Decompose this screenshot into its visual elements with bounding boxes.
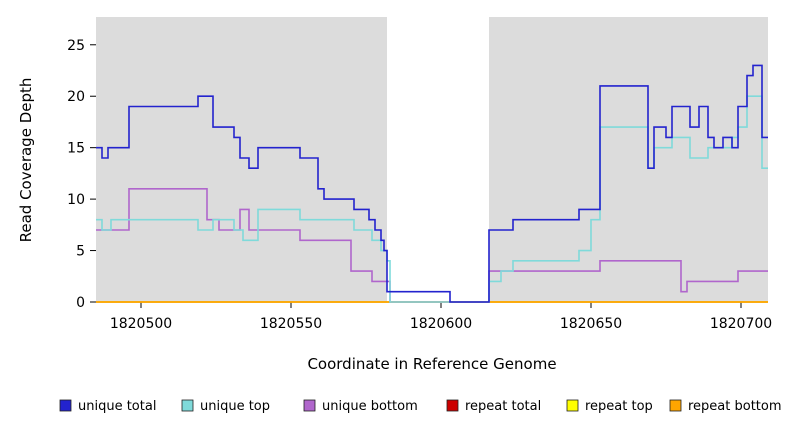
plot-layers: 1820500 1820550 1820600 1820650 1820700 0 5 10 1… — [67, 17, 772, 332]
x-tick-label: 1820550 — [260, 316, 322, 332]
x-tick-label: 1820500 — [110, 316, 172, 332]
panel-left — [96, 17, 387, 302]
legend-label-repeat-bottom: repeat bottom — [688, 399, 782, 414]
legend: unique total unique top unique bottom repea… — [59, 399, 782, 414]
legend-swatch-repeat-top — [566, 399, 579, 412]
legend-label-unique-bottom: unique bottom — [322, 399, 418, 414]
legend-label-repeat-total: repeat total — [465, 399, 541, 414]
y-tick-label: 15 — [67, 141, 85, 157]
legend-swatch-repeat-total — [446, 399, 459, 412]
x-tick-label: 1820650 — [560, 316, 622, 332]
legend-label-unique-total: unique total — [78, 399, 156, 414]
y-tick-label: 25 — [67, 38, 85, 54]
series-line-unique-total — [96, 64, 768, 303]
x-axis-title: Coordinate in Reference Genome — [307, 355, 556, 373]
legend-swatch-unique-bottom — [303, 399, 316, 412]
y-tick-label: 5 — [76, 244, 85, 260]
y-tick-label: 10 — [67, 192, 85, 208]
y-tick-label: 0 — [76, 295, 85, 311]
legend-swatch-unique-total — [59, 399, 72, 412]
y-tick-label: 20 — [67, 89, 85, 105]
x-tick-label: 1820600 — [410, 316, 472, 332]
legend-swatch-unique-top — [181, 399, 194, 412]
legend-label-repeat-top: repeat top — [585, 399, 653, 414]
x-tick-label: 1820700 — [710, 316, 772, 332]
y-axis-title: Read Coverage Depth — [17, 78, 35, 243]
legend-label-unique-top: unique top — [200, 399, 270, 414]
series-line-unique-top — [96, 95, 768, 303]
panel-right — [489, 17, 768, 302]
legend-swatch-repeat-bottom — [669, 399, 682, 412]
